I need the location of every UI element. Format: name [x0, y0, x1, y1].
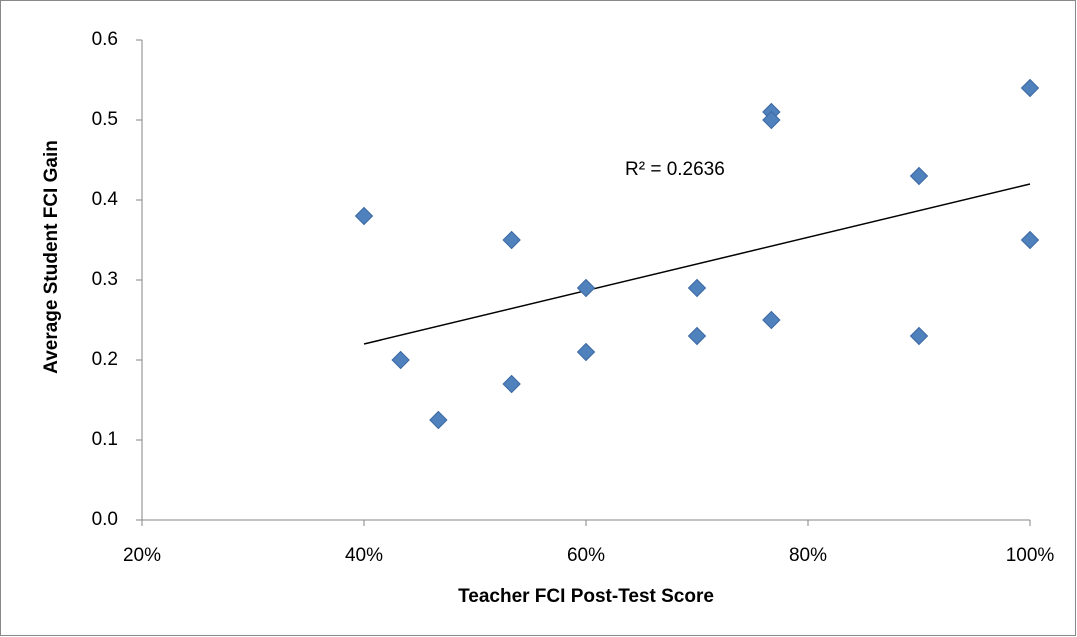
x-tick-label: 80% [789, 545, 827, 566]
y-axis-title: Average Student FCI Gain [41, 140, 62, 374]
y-tick-label: 0.3 [92, 269, 118, 290]
y-tick-label: 0.4 [92, 189, 119, 210]
data-point [502, 374, 521, 394]
data-point [762, 110, 781, 130]
x-tick-label: 40% [345, 545, 383, 566]
x-tick-label: 60% [567, 545, 605, 566]
y-tick-label: 0.6 [92, 29, 118, 50]
y-tick-label: 0.0 [92, 509, 118, 530]
data-point [909, 326, 929, 346]
y-tick-label: 0.5 [92, 109, 118, 130]
y-tick-label: 0.2 [92, 349, 118, 370]
data-point [1020, 78, 1040, 98]
y-tick-label: 0.1 [92, 429, 118, 450]
r-squared-annotation: R² = 0.2636 [625, 159, 725, 180]
x-tick-label: 20% [123, 545, 161, 566]
data-point [909, 166, 929, 186]
data-point [687, 278, 707, 298]
data-point [762, 310, 781, 330]
data-point [429, 410, 448, 430]
x-axis-title: Teacher FCI Post-Test Score [458, 586, 714, 607]
data-point [1020, 230, 1040, 250]
data-point [576, 342, 596, 362]
data-point [354, 206, 374, 226]
trendline [363, 183, 1031, 345]
data-point [502, 230, 521, 250]
data-point [576, 278, 596, 298]
data-point [391, 350, 410, 370]
x-tick-label: 100% [1006, 545, 1055, 566]
data-point [687, 326, 707, 346]
